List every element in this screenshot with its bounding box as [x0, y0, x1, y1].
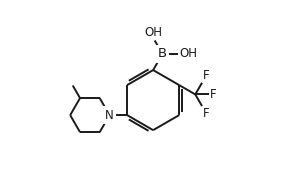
- Text: OH: OH: [145, 26, 163, 39]
- Text: N: N: [105, 109, 114, 122]
- Text: OH: OH: [179, 48, 197, 61]
- Text: F: F: [209, 88, 216, 101]
- Text: F: F: [203, 69, 209, 82]
- Text: F: F: [203, 107, 209, 120]
- Text: B: B: [158, 48, 167, 61]
